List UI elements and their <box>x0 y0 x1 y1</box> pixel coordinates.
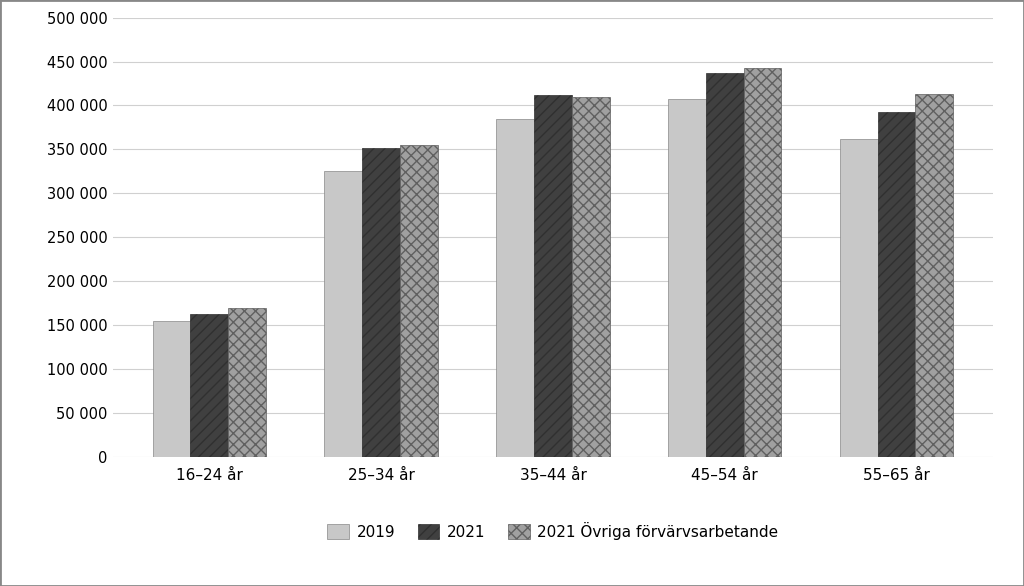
Bar <box>706 73 743 457</box>
Bar <box>497 118 535 457</box>
Bar <box>743 67 781 457</box>
Bar <box>325 171 362 457</box>
Bar <box>878 111 915 457</box>
Bar <box>228 308 266 457</box>
Bar <box>915 94 953 457</box>
Bar <box>400 145 438 457</box>
Bar <box>571 97 609 457</box>
Bar <box>153 321 190 457</box>
Bar <box>535 95 571 457</box>
Bar <box>668 99 706 457</box>
Bar <box>840 139 878 457</box>
Bar <box>362 148 400 457</box>
Legend: 2019, 2021, 2021 Övriga förvärvsarbetande: 2019, 2021, 2021 Övriga förvärvsarbetand… <box>322 516 784 546</box>
Bar <box>190 314 228 457</box>
